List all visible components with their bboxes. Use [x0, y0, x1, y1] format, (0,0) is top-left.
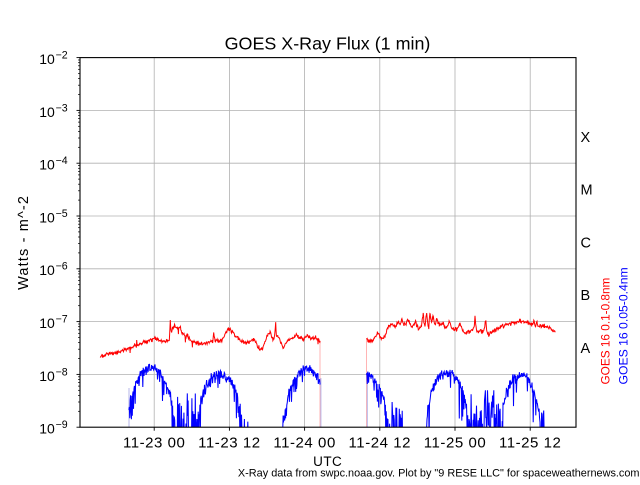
svg-text:11-24 00: 11-24 00	[273, 435, 336, 452]
svg-text:UTC: UTC	[313, 454, 342, 469]
svg-text:GOES 16 0.1-0.8nm: GOES 16 0.1-0.8nm	[599, 277, 613, 384]
svg-text:B: B	[581, 288, 591, 304]
svg-text:−2: −2	[56, 50, 68, 62]
svg-text:A: A	[581, 341, 591, 357]
svg-text:−9: −9	[56, 419, 68, 431]
svg-text:11-25 12: 11-25 12	[499, 435, 562, 452]
svg-text:10: 10	[39, 368, 55, 384]
svg-text:Watts - m^-2: Watts - m^-2	[16, 195, 32, 290]
svg-text:11-24 12: 11-24 12	[349, 435, 412, 452]
svg-text:10: 10	[39, 51, 55, 67]
svg-text:10: 10	[39, 421, 55, 437]
svg-text:10: 10	[39, 104, 55, 120]
svg-text:X: X	[581, 130, 591, 146]
svg-text:−6: −6	[56, 261, 68, 273]
svg-text:−7: −7	[56, 314, 68, 326]
svg-text:−5: −5	[56, 208, 68, 220]
svg-text:10: 10	[39, 262, 55, 278]
svg-text:X-Ray data from swpc.noaa.gov.: X-Ray data from swpc.noaa.gov. Plot by "…	[238, 468, 640, 480]
svg-text:C: C	[581, 235, 591, 251]
svg-text:11-25 00: 11-25 00	[424, 435, 487, 452]
svg-text:GOES 16 0.05-0.4nm: GOES 16 0.05-0.4nm	[617, 267, 631, 384]
svg-text:10: 10	[39, 157, 55, 173]
svg-text:−4: −4	[56, 155, 68, 167]
svg-text:10: 10	[39, 315, 55, 331]
svg-text:11-23 00: 11-23 00	[123, 435, 186, 452]
svg-text:10: 10	[39, 209, 55, 225]
svg-text:11-23 12: 11-23 12	[198, 435, 261, 452]
svg-text:GOES X-Ray Flux (1 min): GOES X-Ray Flux (1 min)	[225, 34, 431, 54]
svg-text:−3: −3	[56, 102, 68, 114]
svg-text:M: M	[581, 183, 593, 199]
svg-text:−8: −8	[56, 366, 68, 378]
